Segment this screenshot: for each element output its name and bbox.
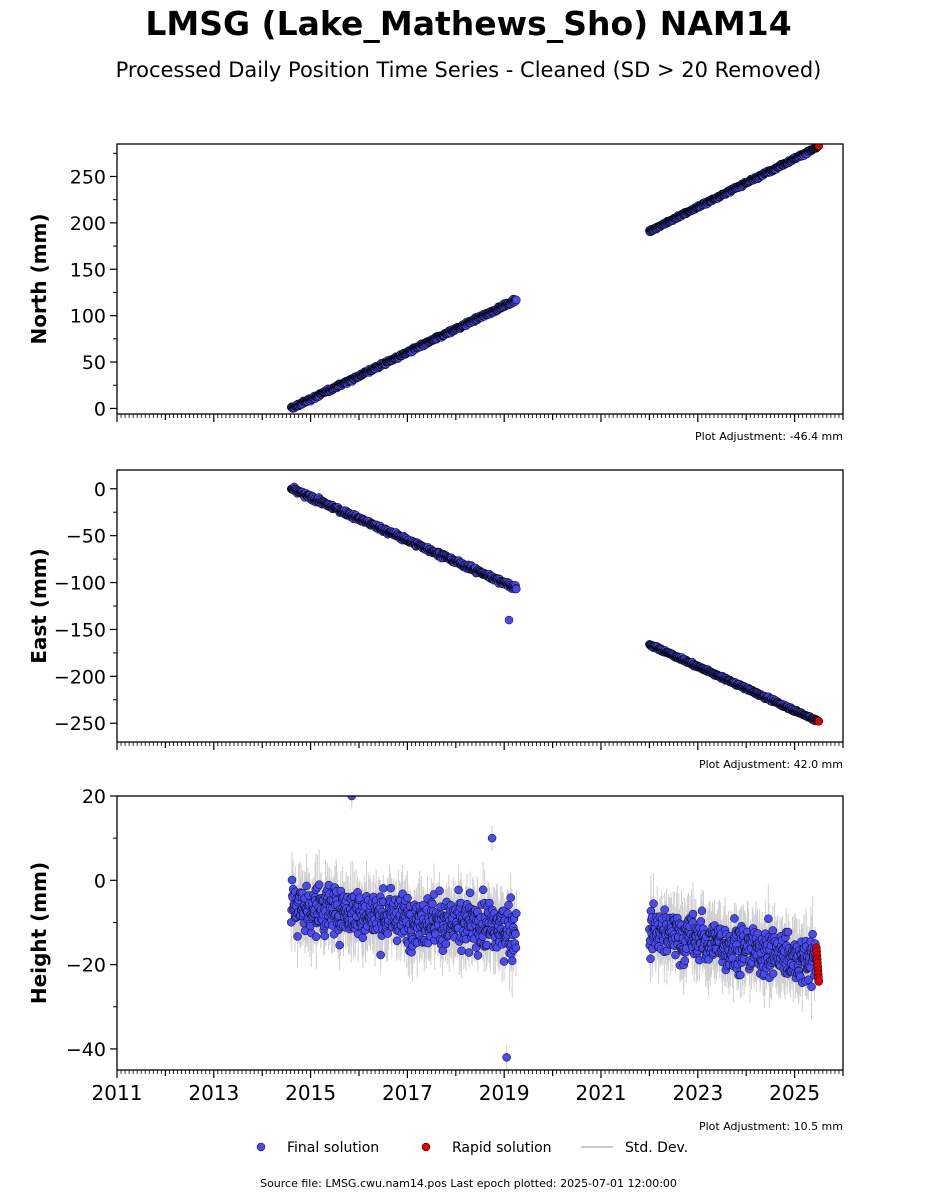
plot-area xyxy=(286,144,824,413)
plot-area xyxy=(286,796,824,1070)
plot-adjustment-note: Plot Adjustment: 42.0 mm xyxy=(699,758,843,771)
y-tick-label: 150 xyxy=(70,259,106,281)
y-tick-label: −150 xyxy=(54,619,106,641)
final-solution-series xyxy=(286,482,821,726)
plot-area xyxy=(286,482,824,726)
y-tick-label: 50 xyxy=(82,352,106,374)
y-tick-label: 200 xyxy=(70,213,106,235)
final-point xyxy=(512,584,521,594)
chart-subtitle: Processed Daily Position Time Series - C… xyxy=(115,58,822,82)
final-point xyxy=(504,615,514,625)
axes-frame xyxy=(116,469,844,743)
y-tick-label: 0 xyxy=(94,479,106,501)
y-axis-label: East (mm) xyxy=(27,548,51,664)
final-point xyxy=(512,295,521,305)
y-tick-label: −200 xyxy=(54,666,106,688)
panel-1: 0 50 100 150 200 250 North (mm) Plot Adjustment… xyxy=(27,143,844,443)
rapid-solution-series xyxy=(812,144,824,152)
rapid-point xyxy=(814,717,824,726)
final-solution-series xyxy=(286,144,821,413)
y-axis-label: North (mm) xyxy=(27,213,51,344)
y-tick-label: −50 xyxy=(66,526,106,548)
rapid-point xyxy=(814,144,824,151)
y-tick-label: −250 xyxy=(54,713,106,735)
y-tick-label: 100 xyxy=(70,306,106,328)
rapid-solution-series xyxy=(812,715,824,726)
panel-2: 0 −50 −100 −150 −200 −250 East (mm) Plot Adjust… xyxy=(27,469,844,771)
y-tick-label: −100 xyxy=(54,573,106,595)
plot-adjustment-note: Plot Adjustment: -46.4 mm xyxy=(695,430,843,443)
chart-title: LMSG (Lake_Mathews_Sho) NAM14 xyxy=(145,4,792,43)
y-tick-label: 0 xyxy=(94,398,106,420)
y-tick-label: 250 xyxy=(70,166,106,188)
